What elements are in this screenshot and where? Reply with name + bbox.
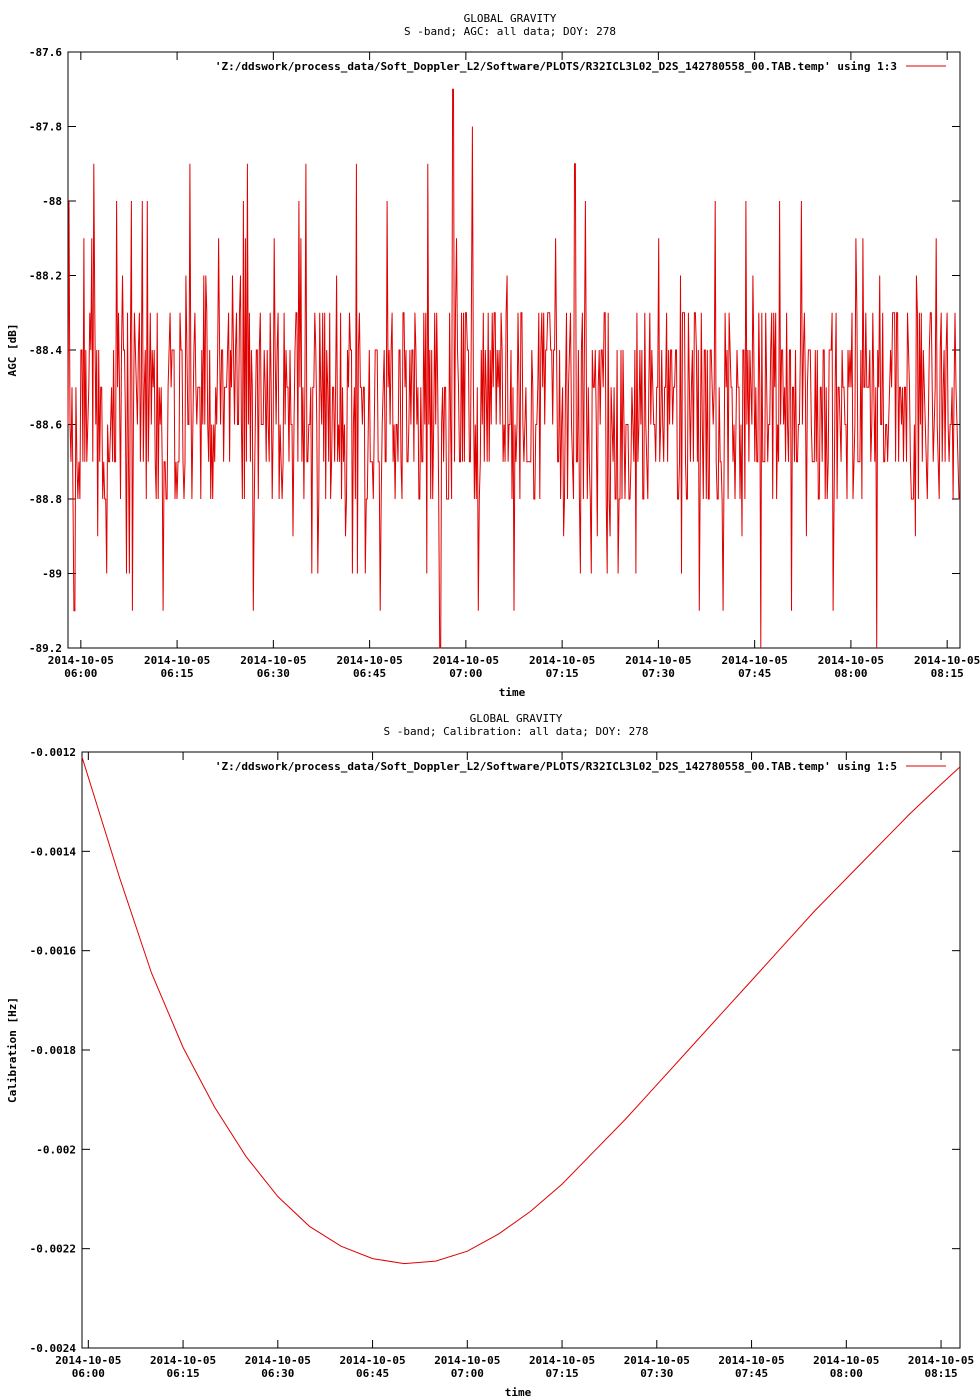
x-tick-time: 07:15 <box>546 667 579 680</box>
y-axis-ticks: -87.6 -87.8 -88 -88.2 -88.4 -88.6 -88.8 -89 -89.… <box>29 46 960 655</box>
y-tick-label: -89 <box>42 568 62 581</box>
y-tick-label: -88.6 <box>29 419 62 432</box>
x-tick-time: 07:45 <box>738 667 771 680</box>
y-tick-label: -0.0012 <box>30 746 76 759</box>
x-tick-date: 2014-10-05 <box>150 1354 216 1367</box>
y-axis-ticks: -0.0012 -0.0014 -0.0016 -0.0018 -0.002 -0.002… <box>30 746 960 1355</box>
x-tick-date: 2014-10-05 <box>529 1354 595 1367</box>
legend-label: 'Z:/ddswork/process_data/Soft_Doppler_L2… <box>215 760 897 773</box>
x-tick-date: 2014-10-05 <box>722 654 788 667</box>
x-tick-date: 2014-10-05 <box>529 654 595 667</box>
calibration-series-line <box>81 756 961 1265</box>
x-tick-date: 2014-10-05 <box>433 654 499 667</box>
x-tick-time: 07:00 <box>451 1367 484 1380</box>
x-tick-time: 06:30 <box>261 1367 294 1380</box>
x-tick-date: 2014-10-05 <box>818 654 884 667</box>
y-tick-label: -88.2 <box>29 270 62 283</box>
x-tick-date: 2014-10-05 <box>245 1354 311 1367</box>
x-tick-date: 2014-10-05 <box>914 654 980 667</box>
x-tick-date: 2014-10-05 <box>339 1354 405 1367</box>
x-tick-time: 06:15 <box>167 1367 200 1380</box>
chart-title: GLOBAL GRAVITY <box>470 712 563 725</box>
x-tick-time: 07:30 <box>640 1367 673 1380</box>
x-tick-time: 06:00 <box>72 1367 105 1380</box>
calibration-chart: GLOBAL GRAVITY S -band; Calibration: all… <box>6 712 974 1399</box>
x-tick-date: 2014-10-05 <box>434 1354 500 1367</box>
chart-subtitle: S -band; AGC: all data; DOY: 278 <box>404 25 616 38</box>
x-tick-date: 2014-10-05 <box>813 1354 879 1367</box>
x-tick-date: 2014-10-05 <box>240 654 306 667</box>
x-tick-time: 07:00 <box>449 667 482 680</box>
x-tick-date: 2014-10-05 <box>908 1354 974 1367</box>
chart-title: GLOBAL GRAVITY <box>464 12 557 25</box>
x-tick-date: 2014-10-05 <box>55 1354 121 1367</box>
y-axis-label: AGC [dB] <box>6 324 19 377</box>
x-axis-ticks: 2014-10-0506:002014-10-0506:152014-10-05… <box>48 52 980 680</box>
agc-series-line <box>67 88 960 649</box>
y-tick-label: -87.8 <box>29 121 62 134</box>
y-tick-label: -0.0024 <box>30 1342 77 1355</box>
x-tick-time: 06:45 <box>356 1367 389 1380</box>
x-axis-label: time <box>499 686 526 699</box>
x-tick-time: 07:30 <box>642 667 675 680</box>
y-axis-label: Calibration [Hz] <box>6 997 19 1103</box>
x-tick-date: 2014-10-05 <box>144 654 210 667</box>
y-tick-label: -88.4 <box>29 344 62 357</box>
x-tick-time: 07:15 <box>545 1367 578 1380</box>
y-tick-label: -88 <box>42 195 62 208</box>
x-tick-date: 2014-10-05 <box>624 1354 690 1367</box>
y-tick-label: -0.0018 <box>30 1044 76 1057</box>
x-tick-time: 06:45 <box>353 667 386 680</box>
x-tick-date: 2014-10-05 <box>718 1354 784 1367</box>
x-axis-ticks: 2014-10-0506:002014-10-0506:152014-10-05… <box>55 752 974 1380</box>
plot-frame <box>81 751 961 1349</box>
x-tick-time: 08:00 <box>830 1367 863 1380</box>
y-tick-label: -87.6 <box>29 46 62 59</box>
legend-label: 'Z:/ddswork/process_data/Soft_Doppler_L2… <box>215 60 897 73</box>
x-tick-time: 08:15 <box>924 1367 957 1380</box>
x-tick-date: 2014-10-05 <box>336 654 402 667</box>
x-tick-time: 08:15 <box>931 667 964 680</box>
y-tick-label: -0.0022 <box>30 1243 76 1256</box>
y-tick-label: -88.8 <box>29 493 62 506</box>
x-tick-time: 06:00 <box>64 667 97 680</box>
x-tick-time: 08:00 <box>834 667 867 680</box>
x-tick-date: 2014-10-05 <box>48 654 114 667</box>
x-tick-time: 06:30 <box>257 667 290 680</box>
agc-chart: GLOBAL GRAVITY S -band; AGC: all data; D… <box>6 12 980 699</box>
y-tick-label: -0.0014 <box>30 845 77 858</box>
x-axis-label: time <box>505 1386 532 1399</box>
y-tick-label: -89.2 <box>29 642 62 655</box>
x-tick-date: 2014-10-05 <box>625 654 691 667</box>
x-tick-time: 07:45 <box>735 1367 768 1380</box>
y-tick-label: -0.002 <box>36 1143 76 1156</box>
y-tick-label: -0.0016 <box>30 945 77 958</box>
x-tick-time: 06:15 <box>161 667 194 680</box>
chart-subtitle: S -band; Calibration: all data; DOY: 278 <box>384 725 649 738</box>
